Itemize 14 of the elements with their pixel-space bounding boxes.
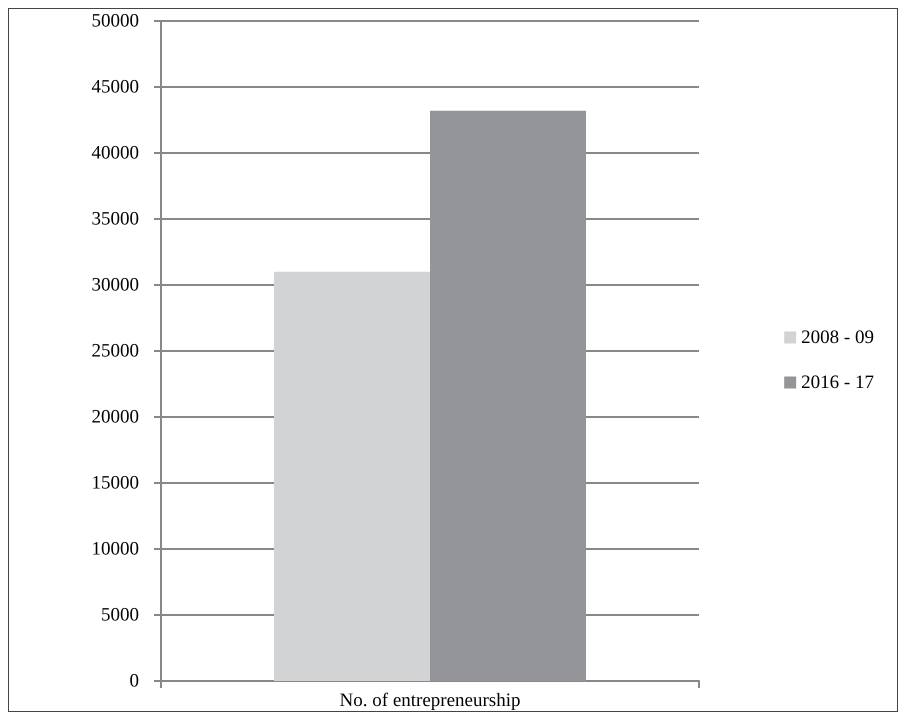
legend-label: 2016 - 17 [801,372,874,393]
y-tick-label: 20000 [92,406,139,428]
y-tick-label: 45000 [92,76,139,98]
y-tick-label: 40000 [92,142,139,164]
y-tick-label: 25000 [92,340,139,362]
x-tick-label: No. of entrepreneurship [340,690,520,711]
y-tick-label: 30000 [92,274,139,296]
y-tick-label: 5000 [101,604,139,626]
y-tick-label: 10000 [92,538,139,560]
y-tick-label: 0 [130,670,139,692]
y-tick-label: 15000 [92,472,139,494]
legend-label: 2008 - 09 [801,327,874,348]
y-tick-label: 35000 [92,208,139,230]
y-tick-label: 50000 [92,10,139,32]
